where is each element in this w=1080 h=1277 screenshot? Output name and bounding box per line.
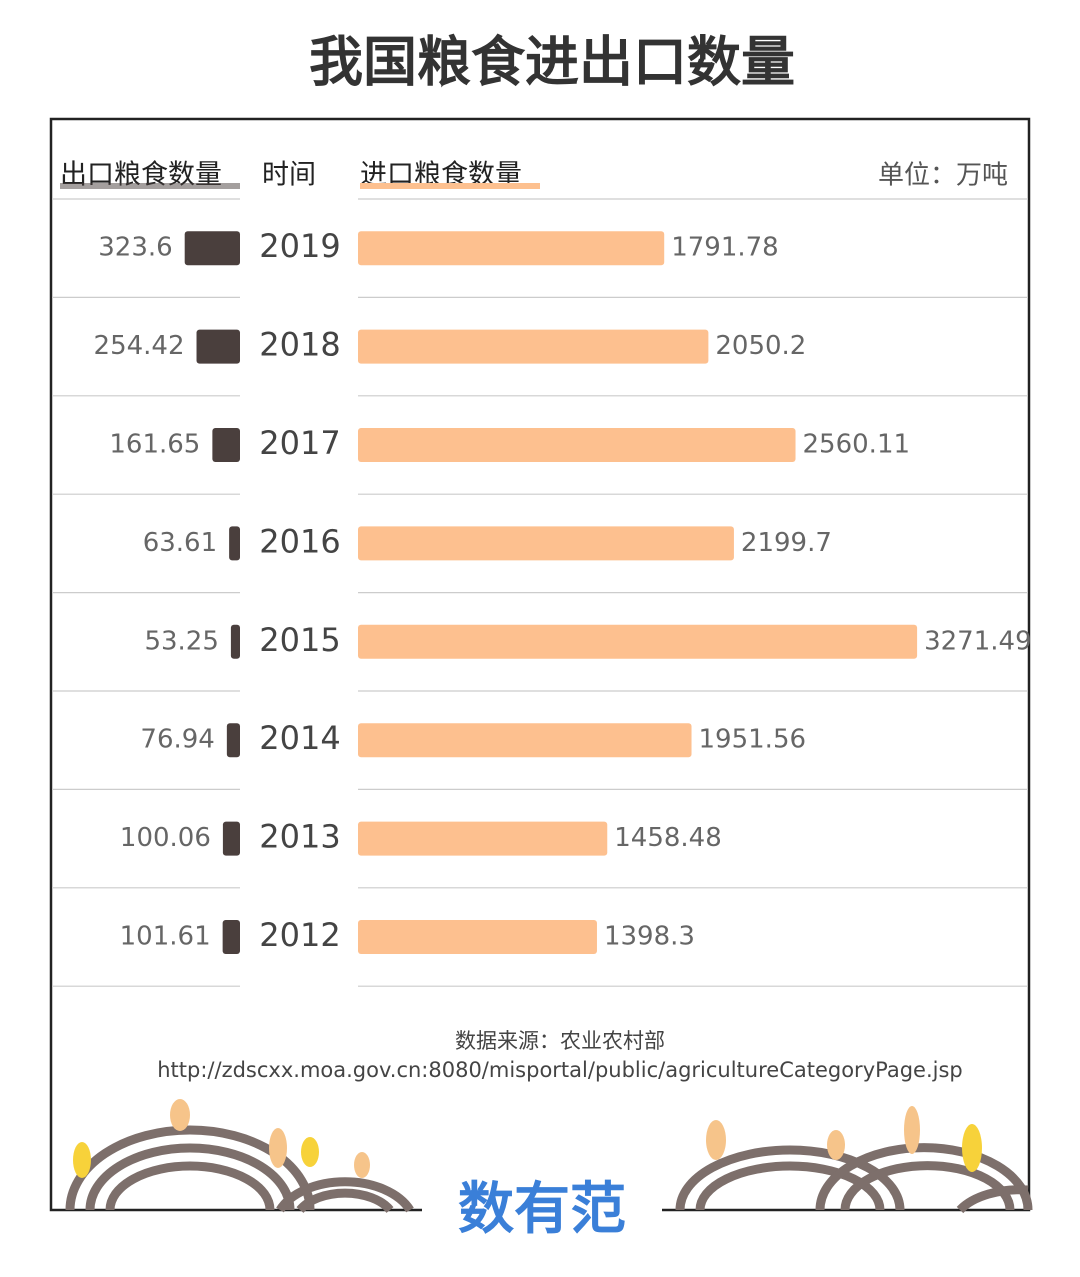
- export-bar: [196, 329, 240, 364]
- brand-logo: 数有范: [458, 1177, 626, 1242]
- export-underline: [60, 183, 240, 189]
- import-bar: [358, 329, 709, 364]
- import-value-label: 1951.56: [699, 725, 807, 755]
- import-underline: [360, 183, 540, 189]
- source-url: http://zdscxx.moa.gov.cn:8080/misportal/…: [157, 1058, 963, 1082]
- export-value-label: 76.94: [140, 725, 214, 755]
- category-label: 2014: [259, 719, 340, 757]
- export-bar: [226, 723, 240, 758]
- category-label: 2018: [259, 326, 340, 364]
- category-label: 2016: [259, 522, 340, 560]
- import-value-label: 3271.49: [924, 626, 1032, 656]
- export-value-label: 100.06: [120, 823, 211, 853]
- import-value-label: 2199.7: [741, 528, 832, 558]
- chart-title: 我国粮食进出口数量: [309, 31, 795, 94]
- export-bar: [229, 526, 240, 561]
- export-bar: [212, 428, 240, 462]
- category-label: 2015: [259, 621, 340, 659]
- export-bar: [222, 821, 240, 856]
- category-header: 时间: [262, 160, 316, 191]
- import-bar: [358, 428, 796, 462]
- category-label: 2019: [259, 227, 340, 265]
- import-bar: [358, 723, 692, 758]
- export-bar: [230, 624, 240, 659]
- import-bar: [358, 920, 597, 954]
- source: 数据来源：农业农村部: [455, 1029, 665, 1053]
- export-value-label: 254.42: [94, 331, 185, 361]
- import-value-label: 2560.11: [803, 430, 911, 460]
- import-value-label: 1791.78: [671, 233, 779, 263]
- category-label: 2017: [259, 424, 340, 462]
- import-bar: [358, 821, 608, 856]
- import-value-label: 2050.2: [715, 331, 806, 361]
- export-value-label: 53.25: [144, 626, 218, 656]
- import-value-label: 1398.3: [604, 922, 695, 952]
- unit-label: 单位：万吨: [878, 161, 1008, 191]
- import-value-label: 1458.48: [614, 823, 722, 853]
- export-value-label: 101.61: [120, 922, 211, 952]
- export-value-label: 161.65: [109, 430, 200, 460]
- import-bar: [358, 624, 918, 659]
- category-label: 2012: [259, 916, 340, 954]
- wheat: [73, 1099, 982, 1178]
- export-bar: [222, 920, 240, 954]
- export-value-label: 323.6: [98, 233, 172, 263]
- import-bar: [358, 231, 665, 266]
- export-bar: [184, 231, 240, 266]
- import-bar: [358, 526, 734, 561]
- category-label: 2013: [259, 818, 340, 856]
- export-value-label: 63.61: [143, 528, 217, 558]
